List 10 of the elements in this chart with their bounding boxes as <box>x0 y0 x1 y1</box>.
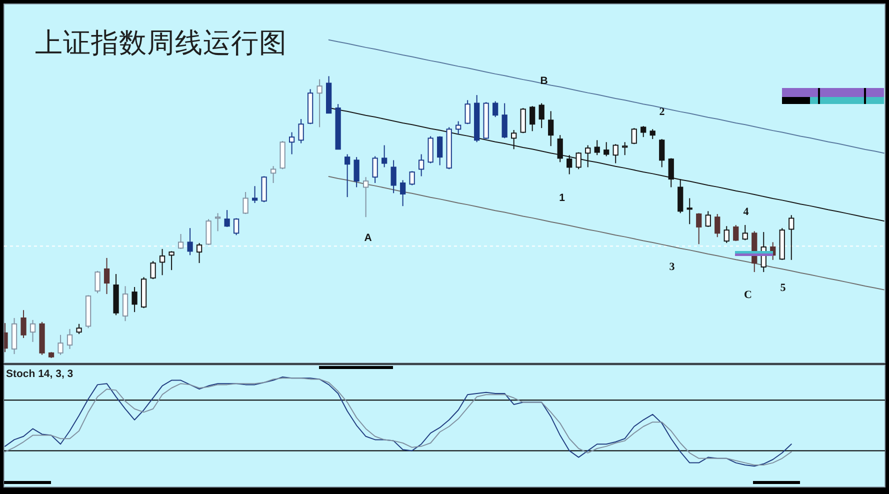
annotation: 1 <box>559 192 565 204</box>
annotation: 3 <box>669 261 675 273</box>
annotation: C <box>744 289 752 301</box>
title: Stoch 14, 3, 3 <box>6 368 74 380</box>
annotation: 2 <box>659 106 665 118</box>
annotation: 5 <box>780 282 786 294</box>
title: 上证指数周线运行图 <box>35 27 287 58</box>
annotation: A <box>364 232 372 244</box>
annotation: 4 <box>743 206 749 218</box>
annotation: B <box>540 75 548 87</box>
